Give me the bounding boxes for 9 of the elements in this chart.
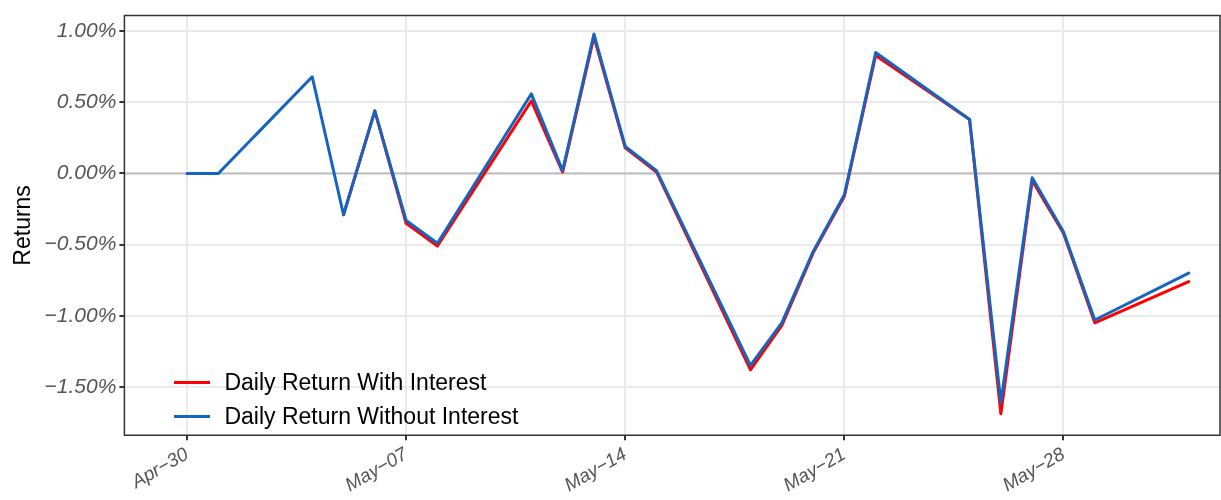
y-tick-label: 0.50%	[56, 89, 117, 113]
y-tick-label: 0.00%	[56, 160, 117, 184]
y-tick-label: −1.00%	[44, 302, 117, 326]
y-tick-label: −0.50%	[44, 231, 117, 255]
y-tick-label: −1.50%	[44, 373, 117, 397]
y-tick-label: 1.00%	[56, 18, 117, 42]
legend-label: Daily Return Without Interest	[224, 402, 519, 430]
legend-label: Daily Return With Interest	[224, 368, 487, 396]
y-axis-title: Returns	[9, 185, 36, 266]
